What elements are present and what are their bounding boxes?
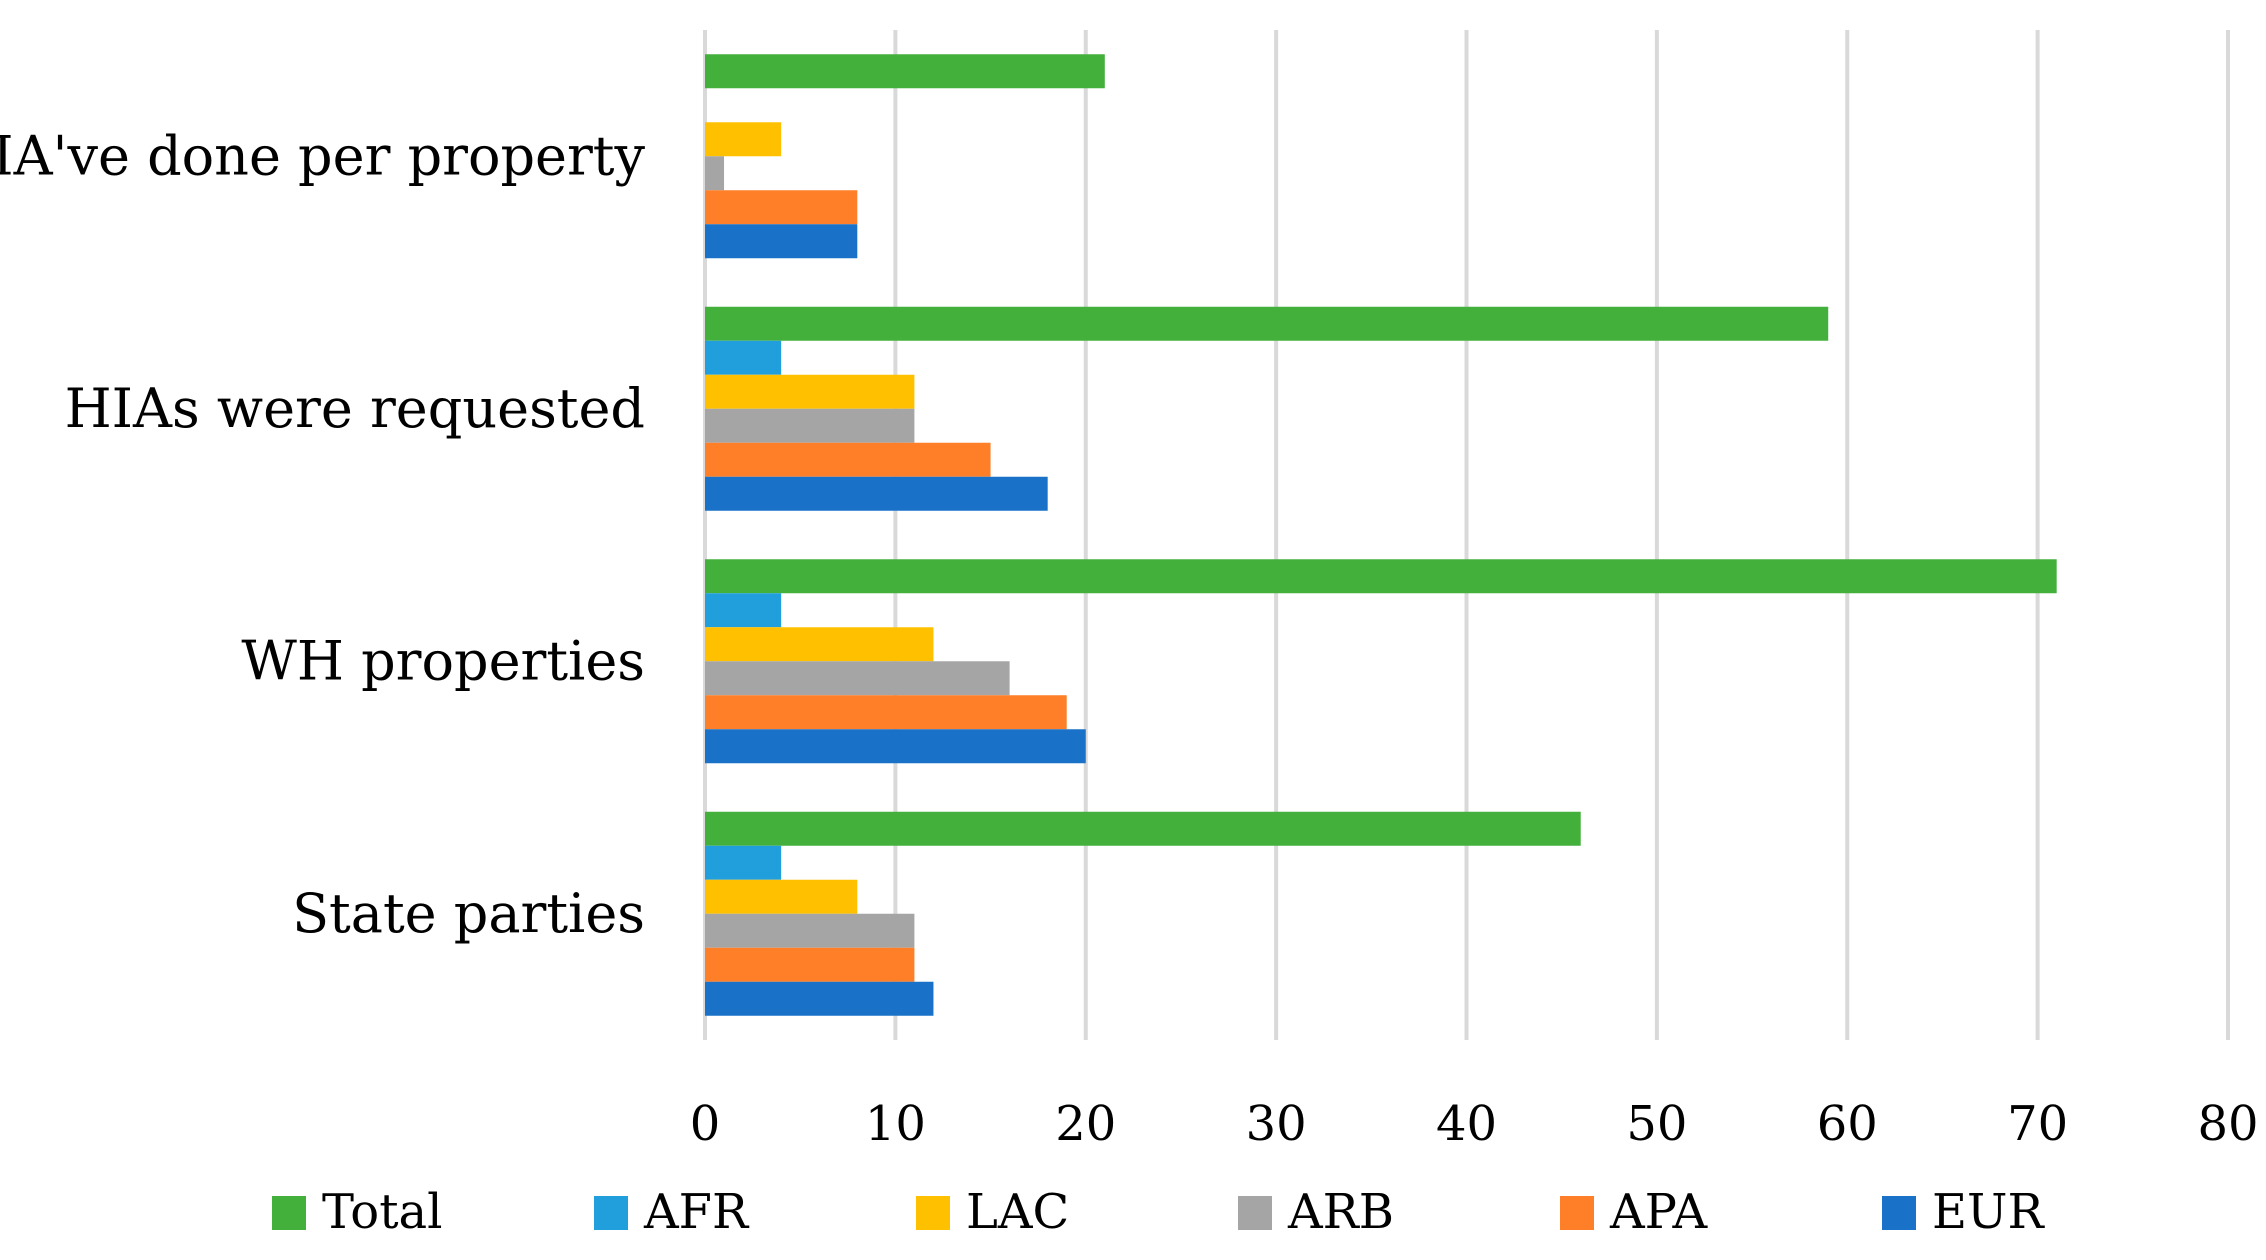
x-tick-label-70: 70 [2007,1096,2068,1152]
category-label-state-parties: State parties [292,882,645,945]
bar-eur-wh-properties [705,729,1086,764]
legend-item-lac: LAC [916,1184,1069,1240]
bar-arb-state-parties [705,913,915,948]
legend-label-arb: ARB [1287,1184,1394,1240]
bar-arb-hias-were-requested [705,408,915,443]
category-label-hia-ve-done-per-property: HIA've done per property [0,124,645,187]
legend-item-arb: ARB [1238,1184,1394,1240]
bar-total-hias-were-requested [705,306,1829,341]
legend-swatch-eur [1882,1196,1916,1230]
bar-apa-hias-were-requested [705,442,991,477]
bar-arb-wh-properties [705,661,1010,696]
bar-lac-hia-ve-done-per-property [705,122,782,157]
legend-item-eur: EUR [1882,1184,2045,1240]
bar-afr-hias-were-requested [705,340,782,375]
bar-layer [705,54,2057,1016]
bar-eur-hia-ve-done-per-property [705,224,858,259]
legend-item-apa: APA [1560,1184,1709,1240]
bar-eur-hias-were-requested [705,476,1048,511]
legend-swatch-afr [594,1196,628,1230]
legend-swatch-arb [1238,1196,1272,1230]
category-label-hias-were-requested: HIAs were requested [65,377,645,440]
x-tick-label-10: 10 [865,1096,926,1152]
legend-label-eur: EUR [1932,1184,2045,1240]
x-axis-ticks: 0 10 20 30 40 50 60 70 80 [690,1096,2259,1152]
legend-item-total: Total [272,1184,442,1240]
bar-apa-state-parties [705,947,915,982]
legend: Total AFR LAC ARB APA EUR [272,1184,2045,1240]
bar-apa-wh-properties [705,695,1067,730]
x-tick-label-30: 30 [1246,1096,1307,1152]
legend-label-lac: LAC [966,1184,1069,1240]
legend-swatch-apa [1560,1196,1594,1230]
x-tick-label-0: 0 [690,1096,721,1152]
bar-apa-hia-ve-done-per-property [705,190,858,225]
bar-arb-hia-ve-done-per-property [705,156,725,191]
x-tick-label-20: 20 [1055,1096,1116,1152]
bar-eur-state-parties [705,981,934,1016]
category-label-wh-properties: WH properties [241,629,645,692]
legend-swatch-total [272,1196,306,1230]
bar-total-state-parties [705,811,1581,846]
x-tick-label-50: 50 [1626,1096,1687,1152]
bar-lac-hias-were-requested [705,374,915,409]
legend-label-apa: APA [1609,1184,1709,1240]
bar-total-hia-ve-done-per-property [705,54,1105,89]
x-tick-label-60: 60 [1817,1096,1878,1152]
grid-layer [703,30,2230,1040]
legend-label-total: Total [322,1184,442,1240]
y-axis-categories: HIA've done per property HIAs were reques… [0,124,645,945]
x-tick-label-40: 40 [1436,1096,1497,1152]
legend-label-afr: AFR [643,1184,750,1240]
bar-afr-wh-properties [705,593,782,628]
bar-total-wh-properties [705,559,2057,594]
x-tick-label-80: 80 [2197,1096,2258,1152]
bar-lac-wh-properties [705,627,934,662]
legend-swatch-lac [916,1196,950,1230]
legend-item-afr: AFR [594,1184,750,1240]
bar-afr-state-parties [705,845,782,880]
bar-lac-state-parties [705,879,858,914]
